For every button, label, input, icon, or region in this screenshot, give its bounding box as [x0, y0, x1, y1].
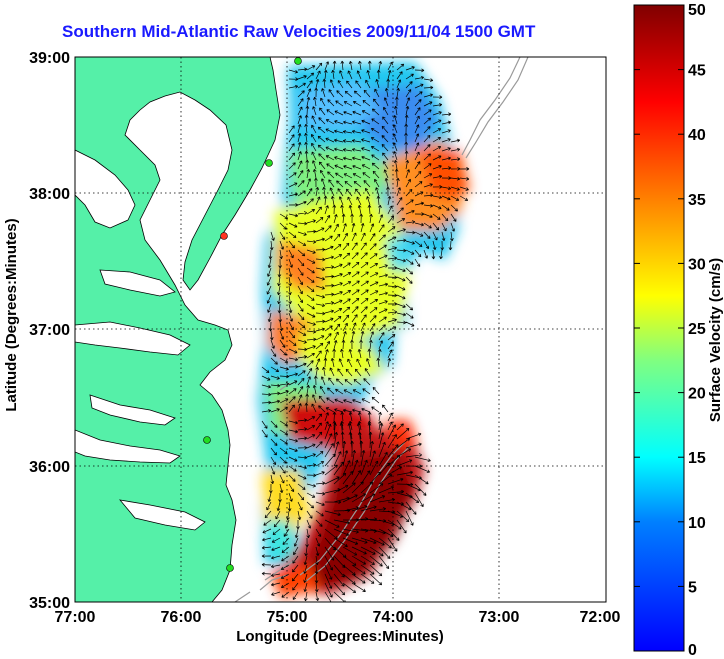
radar-station-marker [203, 436, 211, 444]
colorbar-tick-label: 35 [688, 192, 706, 209]
radar-station-marker [294, 57, 302, 65]
radar-station-marker [265, 159, 273, 167]
x-tick-label: 76:00 [161, 609, 202, 626]
radar-stations [203, 57, 302, 572]
x-tick-label: 75:00 [267, 609, 308, 626]
colorbar: 0 5 10 15 20 25 30 35 40 45 50 Surface Velocity (c… [633, 2, 724, 659]
radar-station-marker [220, 232, 228, 240]
colorbar-tick-label: 5 [688, 579, 697, 596]
colorbar-tick-label: 0 [688, 642, 697, 659]
x-axis: 77:00 76:00 75:00 74:00 73:00 72:00 Long… [55, 609, 621, 645]
colorbar-tick-label: 15 [688, 450, 706, 467]
colorbar-tick-label: 45 [688, 63, 706, 80]
colorbar-ticks: 0 5 10 15 20 25 30 35 40 45 50 [634, 2, 706, 659]
y-tick-label: 36:00 [29, 459, 70, 476]
x-tick-label: 74:00 [373, 609, 414, 626]
colorbar-label: Surface Velocity (cm/s) [707, 258, 724, 422]
x-tick-label: 72:00 [580, 609, 621, 626]
colorbar-tick-label: 40 [688, 127, 706, 144]
map-grid [75, 57, 606, 602]
x-tick-label: 73:00 [479, 609, 520, 626]
y-tick-label: 39:00 [29, 50, 70, 67]
map-title: Southern Mid-Atlantic Raw Velocities 200… [62, 22, 536, 41]
velocity-vectors [261, 60, 470, 602]
y-axis: 39:00 38:00 37:00 36:00 35:00 Latitude (… [3, 50, 70, 612]
colorbar-tick-label: 10 [688, 515, 706, 532]
colorbar-tick-label: 50 [688, 2, 706, 19]
y-tick-label: 38:00 [29, 186, 70, 203]
plot-area [75, 57, 606, 602]
colorbar-tick-label: 30 [688, 256, 706, 273]
y-axis-label: Latitude (Degrees:Minutes) [3, 218, 20, 411]
colorbar-gradient [633, 4, 685, 652]
colorbar-tick-label: 20 [688, 386, 706, 403]
radar-station-marker [226, 564, 234, 572]
plot-frame [74, 56, 607, 603]
y-tick-label: 37:00 [29, 322, 70, 339]
chesapeake-bay [75, 149, 136, 229]
y-tick-label: 35:00 [29, 595, 70, 612]
colorbar-tick-label: 25 [688, 321, 706, 338]
bathymetry-contours [234, 57, 529, 602]
x-tick-label: 77:00 [55, 609, 96, 626]
x-axis-label: Longitude (Degrees:Minutes) [236, 628, 444, 645]
velocity-arrow-field [261, 60, 470, 602]
